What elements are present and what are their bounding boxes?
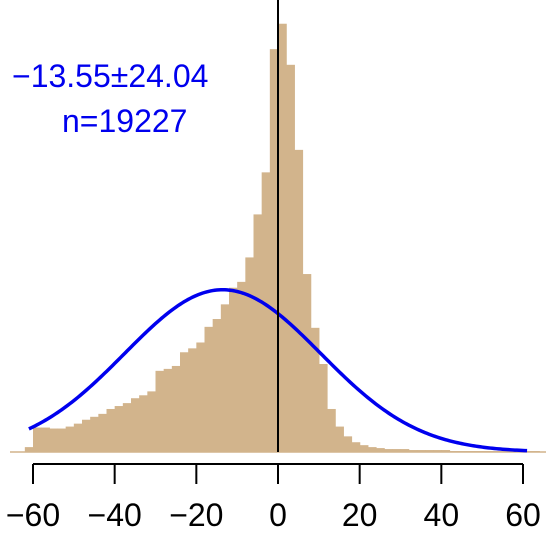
sample-size-annotation: n=19227 — [62, 103, 188, 139]
x-tick-label: −40 — [88, 497, 142, 533]
x-axis: −60 −40 −20 0 20 40 60 — [6, 463, 541, 533]
histogram-bar — [327, 408, 336, 452]
histogram-bar — [237, 281, 246, 452]
histogram-bar — [90, 416, 99, 452]
histogram-bar — [425, 450, 434, 452]
histogram-bar — [278, 23, 287, 452]
histogram-bar — [188, 348, 197, 452]
histogram-bar — [57, 428, 67, 452]
histogram-bar — [196, 342, 206, 452]
histogram-bar — [163, 368, 173, 452]
histogram-bar — [41, 427, 50, 452]
histogram-bar — [253, 214, 263, 452]
histogram-bar — [122, 403, 132, 452]
histogram-bar — [433, 450, 442, 452]
histogram-bar — [376, 448, 385, 452]
histogram-bar — [131, 398, 140, 452]
histogram-bar — [73, 423, 83, 452]
histogram-bar — [220, 304, 230, 452]
histogram-bar — [204, 326, 214, 452]
histogram-bar — [302, 274, 312, 452]
x-tick-label: −60 — [6, 497, 60, 533]
histogram-bar — [139, 395, 148, 452]
histogram-bar — [245, 257, 255, 452]
histogram-bar — [286, 64, 295, 453]
histogram-bar — [147, 391, 157, 452]
histogram-bar — [114, 406, 124, 452]
histogram-bar — [180, 352, 189, 452]
histogram-bar — [367, 447, 377, 452]
histogram-bar — [416, 450, 426, 452]
x-tick-label: −20 — [169, 497, 223, 533]
x-tick-label: 40 — [424, 497, 460, 533]
histogram-bar — [49, 428, 59, 452]
histogram-bar — [106, 408, 116, 452]
histogram-bar — [400, 449, 410, 452]
histogram-bar — [359, 445, 369, 452]
histogram-bar — [171, 365, 181, 452]
x-tick-label: 0 — [269, 497, 287, 533]
histogram-bar — [82, 419, 91, 452]
histogram-bar — [384, 449, 393, 452]
histogram-bar — [318, 364, 328, 452]
histogram-bar — [408, 450, 418, 452]
histogram-bar — [155, 370, 165, 452]
x-tick-label: 20 — [342, 497, 378, 533]
histogram-bar — [24, 447, 34, 452]
histogram-bar — [310, 327, 320, 452]
histogram-bar — [212, 319, 222, 452]
histogram-bar — [261, 172, 271, 452]
histogram-bar — [441, 450, 451, 452]
histogram-bar — [65, 426, 75, 452]
histogram-bar — [351, 442, 361, 452]
x-tick-label: 60 — [505, 497, 541, 533]
histogram-bar — [229, 287, 238, 452]
mean-sd-annotation: −13.55±24.04 — [12, 58, 209, 94]
histogram-bars — [24, 23, 540, 453]
histogram-bar — [294, 149, 304, 452]
histogram-bar — [392, 449, 402, 452]
histogram-bar — [335, 426, 344, 452]
histogram-bar — [33, 427, 42, 452]
histogram-bar — [98, 413, 108, 452]
histogram-bar — [343, 436, 353, 452]
histogram-bar — [269, 49, 279, 453]
